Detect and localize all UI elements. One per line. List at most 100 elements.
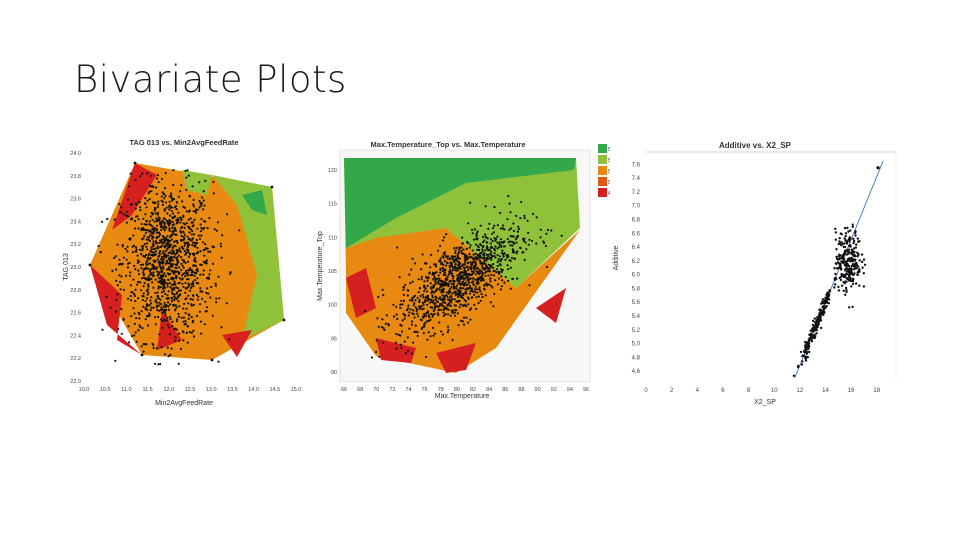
data-point: [160, 238, 164, 241]
data-point: [522, 250, 525, 254]
data-point: [435, 265, 438, 268]
data-point: [165, 242, 168, 245]
data-point: [512, 229, 515, 233]
data-point: [146, 304, 149, 307]
data-point: [178, 332, 181, 335]
data-point: [804, 355, 808, 358]
data-point: [173, 215, 176, 218]
data-point: [163, 246, 166, 249]
data-point: [134, 288, 137, 291]
data-point: [426, 320, 429, 323]
data-point: [169, 315, 172, 318]
data-point: [172, 183, 175, 187]
data-point: [126, 210, 129, 213]
data-point: [173, 232, 176, 236]
data-point: [452, 258, 455, 261]
data-point: [137, 311, 140, 314]
data-point: [163, 279, 166, 282]
data-point: [437, 309, 440, 312]
data-point: [129, 271, 132, 274]
data-point: [171, 246, 174, 249]
data-point: [135, 340, 138, 343]
data-point: [453, 260, 456, 264]
data-point: [422, 307, 425, 310]
data-point: [163, 310, 167, 313]
data-point: [461, 320, 464, 323]
y-tick-label: 22.6: [70, 311, 81, 317]
data-point: [170, 263, 173, 266]
contour-region: [90, 265, 142, 355]
data-point: [449, 268, 452, 271]
data-point: [193, 241, 197, 244]
data-point: [168, 303, 172, 306]
data-point: [192, 210, 195, 213]
data-point: [496, 235, 499, 238]
data-point: [467, 282, 471, 285]
data-point: [465, 290, 468, 293]
data-point: [837, 255, 841, 258]
data-point: [162, 267, 165, 270]
data-point: [170, 300, 173, 303]
data-point: [454, 255, 457, 258]
data-point: [463, 299, 466, 302]
data-point: [408, 273, 411, 276]
data-point: [154, 300, 157, 303]
data-point: [140, 267, 143, 270]
data-point: [375, 350, 378, 354]
data-point: [162, 287, 165, 290]
data-point: [485, 257, 488, 260]
data-point: [180, 262, 183, 265]
data-point: [177, 362, 180, 365]
data-point: [439, 302, 442, 306]
data-point: [145, 315, 149, 318]
data-point: [157, 181, 160, 184]
data-point: [145, 206, 148, 209]
data-point: [155, 228, 158, 231]
data-point: [834, 272, 837, 276]
data-point: [465, 247, 468, 250]
data-point: [178, 339, 181, 342]
data-point: [140, 353, 144, 357]
data-point: [150, 185, 153, 188]
data-point: [458, 306, 461, 309]
data-point: [174, 339, 177, 342]
y-tick-label: 22.4: [70, 333, 81, 339]
data-point: [472, 277, 475, 280]
data-point: [506, 218, 509, 221]
data-point: [844, 260, 847, 264]
data-point: [464, 261, 467, 264]
data-point: [439, 296, 442, 299]
data-point: [845, 272, 849, 276]
data-point: [403, 317, 406, 320]
data-point: [487, 257, 490, 260]
data-point: [220, 245, 223, 248]
data-point: [124, 247, 127, 251]
data-point: [209, 269, 212, 272]
data-point: [474, 243, 477, 246]
data-point: [160, 308, 164, 311]
data-point: [180, 184, 183, 187]
data-point: [821, 298, 825, 301]
data-point: [161, 326, 164, 329]
y-tick-label: 115: [328, 202, 337, 208]
data-point: [182, 272, 185, 275]
data-point: [152, 271, 155, 274]
data-point: [489, 264, 492, 268]
y-tick-label: 23.0: [70, 265, 81, 271]
data-point: [477, 272, 480, 275]
data-point: [191, 273, 194, 277]
data-point: [157, 231, 161, 234]
data-point: [849, 277, 852, 280]
data-point: [493, 292, 496, 295]
data-point: [202, 208, 205, 211]
data-point: [475, 307, 478, 310]
data-point: [170, 296, 173, 299]
data-point: [163, 255, 166, 258]
data-point: [441, 304, 444, 307]
data-point: [198, 303, 202, 306]
x-tick-label: 12: [797, 388, 804, 394]
data-point: [450, 301, 453, 304]
data-point: [475, 281, 478, 284]
data-point: [437, 297, 440, 300]
data-point: [490, 273, 493, 276]
